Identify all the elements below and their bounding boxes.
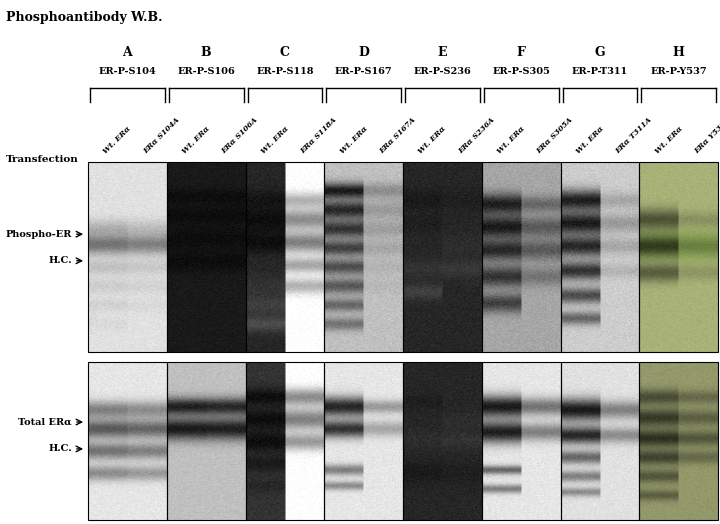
Text: ER-P-S236: ER-P-S236	[413, 68, 472, 77]
Text: H.C.: H.C.	[48, 444, 72, 453]
Text: ERα S104A: ERα S104A	[141, 115, 181, 155]
Bar	[324, 162, 403, 352]
Text: ER-P-S118: ER-P-S118	[256, 68, 314, 77]
Text: ER-P-S305: ER-P-S305	[492, 68, 550, 77]
Text: ERα S167A: ERα S167A	[378, 115, 417, 155]
Bar	[560, 162, 639, 352]
Bar	[246, 362, 324, 520]
Text: H.C.: H.C.	[48, 256, 72, 265]
Bar	[560, 362, 639, 520]
Bar	[403, 362, 482, 520]
Bar	[167, 162, 246, 352]
Text: D: D	[358, 46, 369, 59]
Text: E: E	[438, 46, 447, 59]
Bar	[167, 362, 246, 520]
Text: G: G	[595, 46, 606, 59]
Text: ER-P-T311: ER-P-T311	[572, 68, 628, 77]
Text: ERα S305A: ERα S305A	[535, 115, 575, 155]
Text: ER-P-S167: ER-P-S167	[335, 68, 392, 77]
Text: ERα S118A: ERα S118A	[299, 115, 338, 155]
Bar	[482, 362, 560, 520]
Text: C: C	[280, 46, 290, 59]
Text: Wt. ERα: Wt. ERα	[259, 124, 290, 155]
Text: Wt. ERα: Wt. ERα	[575, 124, 606, 155]
Bar	[639, 162, 718, 352]
Text: B: B	[201, 46, 212, 59]
Bar	[324, 362, 403, 520]
Text: ERα S106A: ERα S106A	[220, 115, 260, 155]
Text: Phospho-ER: Phospho-ER	[6, 230, 72, 239]
Text: ERα Y537A: ERα Y537A	[693, 115, 720, 155]
Bar	[639, 362, 718, 520]
Text: Wt. ERα: Wt. ERα	[338, 124, 369, 155]
Text: ERα S236A: ERα S236A	[456, 115, 496, 155]
Text: Wt. ERα: Wt. ERα	[417, 124, 448, 155]
Bar	[403, 162, 482, 352]
Text: A: A	[122, 46, 132, 59]
Text: Wt. ERα: Wt. ERα	[181, 124, 212, 155]
Text: F: F	[517, 46, 526, 59]
Bar	[246, 162, 324, 352]
Text: Total ERα: Total ERα	[19, 418, 72, 427]
Bar	[88, 362, 167, 520]
Text: ER-P-S104: ER-P-S104	[99, 68, 156, 77]
Text: ER-P-S106: ER-P-S106	[177, 68, 235, 77]
Text: Transfection: Transfection	[6, 156, 78, 165]
Bar	[482, 162, 560, 352]
Bar	[88, 162, 167, 352]
Text: Wt. ERα: Wt. ERα	[496, 124, 526, 155]
Text: Phosphoantibody W.B.: Phosphoantibody W.B.	[6, 12, 163, 25]
Text: H: H	[672, 46, 685, 59]
Text: ERα T311A: ERα T311A	[614, 115, 654, 155]
Text: ER-P-Y537: ER-P-Y537	[650, 68, 707, 77]
Text: Wt. ERα: Wt. ERα	[653, 124, 684, 155]
Text: Wt. ERα: Wt. ERα	[102, 124, 132, 155]
